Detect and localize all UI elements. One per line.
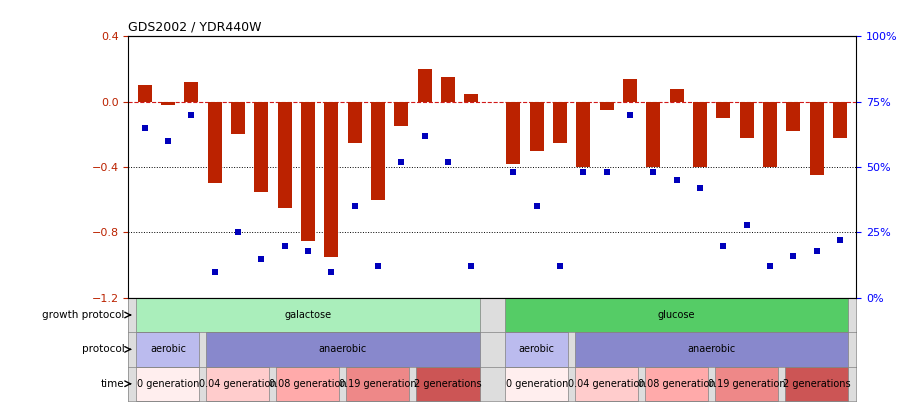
Bar: [787, 102, 801, 131]
Bar: [348, 102, 362, 143]
Text: 0.08 generation: 0.08 generation: [269, 379, 347, 389]
Text: galactose: galactose: [284, 310, 332, 320]
Bar: [208, 102, 222, 183]
Bar: [206, 332, 479, 367]
Bar: [277, 367, 340, 401]
Bar: [645, 367, 708, 401]
Bar: [231, 102, 245, 134]
Bar: [394, 102, 409, 126]
Bar: [346, 367, 409, 401]
Text: time: time: [101, 379, 125, 389]
Text: aerobic: aerobic: [518, 344, 555, 354]
Bar: [464, 94, 478, 102]
Bar: [623, 79, 637, 102]
Bar: [137, 85, 151, 102]
Bar: [278, 102, 291, 208]
Bar: [810, 102, 823, 175]
Bar: [600, 102, 614, 110]
Bar: [575, 367, 638, 401]
Text: 0 generation: 0 generation: [506, 379, 568, 389]
Bar: [506, 298, 848, 332]
Bar: [575, 332, 848, 367]
Bar: [715, 367, 779, 401]
Bar: [417, 367, 479, 401]
Bar: [371, 102, 385, 200]
Text: 0.08 generation: 0.08 generation: [638, 379, 715, 389]
Bar: [255, 102, 268, 192]
Bar: [206, 367, 269, 401]
Text: GDS2002 / YDR440W: GDS2002 / YDR440W: [128, 21, 262, 34]
Bar: [441, 77, 455, 102]
Bar: [506, 367, 568, 401]
Bar: [553, 102, 567, 143]
Bar: [136, 298, 479, 332]
Bar: [184, 82, 198, 102]
Bar: [529, 102, 544, 151]
Text: 0 generation: 0 generation: [136, 379, 199, 389]
Bar: [507, 102, 520, 164]
Bar: [716, 102, 730, 118]
Text: protocol: protocol: [82, 344, 125, 354]
Bar: [418, 69, 431, 102]
Text: aerobic: aerobic: [150, 344, 186, 354]
Bar: [301, 102, 315, 241]
Bar: [647, 102, 660, 167]
Text: 2 generations: 2 generations: [414, 379, 482, 389]
Bar: [834, 102, 847, 138]
Text: 0.19 generation: 0.19 generation: [708, 379, 786, 389]
Text: 0.04 generation: 0.04 generation: [199, 379, 277, 389]
Bar: [763, 102, 777, 167]
Bar: [670, 89, 683, 102]
Bar: [576, 102, 591, 167]
Text: growth protocol: growth protocol: [42, 310, 125, 320]
Bar: [785, 367, 848, 401]
Text: 0.19 generation: 0.19 generation: [339, 379, 417, 389]
Text: anaerobic: anaerobic: [688, 344, 736, 354]
Text: 0.04 generation: 0.04 generation: [568, 379, 646, 389]
Bar: [740, 102, 754, 138]
Bar: [324, 102, 338, 257]
Bar: [136, 367, 200, 401]
Bar: [136, 332, 200, 367]
Text: glucose: glucose: [658, 310, 695, 320]
Text: 2 generations: 2 generations: [783, 379, 851, 389]
Text: anaerobic: anaerobic: [319, 344, 367, 354]
Bar: [506, 332, 568, 367]
Bar: [161, 102, 175, 105]
Bar: [693, 102, 707, 167]
